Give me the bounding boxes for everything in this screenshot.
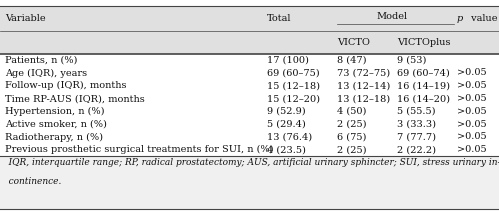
Text: 69 (60–74): 69 (60–74) bbox=[397, 69, 450, 77]
Text: >0.05: >0.05 bbox=[457, 145, 486, 154]
Text: Model: Model bbox=[376, 12, 407, 21]
Text: 3 (33.3): 3 (33.3) bbox=[397, 120, 436, 129]
Text: VICTOplus: VICTOplus bbox=[397, 38, 450, 47]
Text: 69 (60–75): 69 (60–75) bbox=[267, 69, 319, 77]
Text: >0.05: >0.05 bbox=[457, 133, 486, 141]
Text: Age (IQR), years: Age (IQR), years bbox=[5, 68, 87, 78]
Text: IQR, interquartile range; RP, radical prostatectomy; AUS, artificial urinary sph: IQR, interquartile range; RP, radical pr… bbox=[0, 158, 499, 167]
Text: 13 (12–18): 13 (12–18) bbox=[337, 94, 390, 103]
Text: 4 (23.5): 4 (23.5) bbox=[267, 145, 306, 154]
Text: >0.05: >0.05 bbox=[457, 69, 486, 77]
Text: 17 (100): 17 (100) bbox=[267, 56, 309, 65]
Text: 9 (53): 9 (53) bbox=[397, 56, 426, 65]
Text: 16 (14–19): 16 (14–19) bbox=[397, 81, 450, 90]
Text: Total: Total bbox=[267, 14, 291, 23]
Text: Radiotherapy, n (%): Radiotherapy, n (%) bbox=[5, 132, 103, 142]
Text: Follow-up (IQR), months: Follow-up (IQR), months bbox=[5, 81, 126, 90]
Text: 13 (76.4): 13 (76.4) bbox=[267, 133, 312, 141]
Text: Time RP-AUS (IQR), months: Time RP-AUS (IQR), months bbox=[5, 94, 145, 103]
Text: 13 (12–14): 13 (12–14) bbox=[337, 81, 390, 90]
Text: Patients, n (%): Patients, n (%) bbox=[5, 56, 77, 65]
Text: VICTO: VICTO bbox=[337, 38, 370, 47]
Text: 8 (47): 8 (47) bbox=[337, 56, 366, 65]
Text: >0.05: >0.05 bbox=[457, 81, 486, 90]
Text: continence.: continence. bbox=[0, 177, 61, 186]
Text: 4 (50): 4 (50) bbox=[337, 107, 366, 116]
Bar bbox=[0, 156, 499, 209]
Text: 2 (22.2): 2 (22.2) bbox=[397, 145, 436, 154]
Text: 2 (25): 2 (25) bbox=[337, 145, 366, 154]
Text: 6 (75): 6 (75) bbox=[337, 133, 366, 141]
Text: >0.05: >0.05 bbox=[457, 107, 486, 116]
Bar bbox=[0, 6, 499, 31]
Text: 5 (55.5): 5 (55.5) bbox=[397, 107, 435, 116]
Text: 15 (12–20): 15 (12–20) bbox=[267, 94, 320, 103]
Text: 16 (14–20): 16 (14–20) bbox=[397, 94, 450, 103]
Text: 73 (72–75): 73 (72–75) bbox=[337, 69, 390, 77]
Text: >0.05: >0.05 bbox=[457, 94, 486, 103]
Bar bbox=[0, 31, 499, 54]
Text: p: p bbox=[457, 14, 463, 23]
Text: Hypertension, n (%): Hypertension, n (%) bbox=[5, 107, 104, 116]
Text: 5 (29.4): 5 (29.4) bbox=[267, 120, 306, 129]
Text: value: value bbox=[468, 14, 497, 23]
Text: 15 (12–18): 15 (12–18) bbox=[267, 81, 320, 90]
Text: Variable: Variable bbox=[5, 14, 45, 23]
Text: 7 (77.7): 7 (77.7) bbox=[397, 133, 436, 141]
Text: >0.05: >0.05 bbox=[457, 120, 486, 129]
Text: Previous prosthetic surgical treatments for SUI, n (%): Previous prosthetic surgical treatments … bbox=[5, 145, 273, 154]
Text: 2 (25): 2 (25) bbox=[337, 120, 366, 129]
Text: 9 (52.9): 9 (52.9) bbox=[267, 107, 305, 116]
Text: Active smoker, n (%): Active smoker, n (%) bbox=[5, 120, 107, 129]
